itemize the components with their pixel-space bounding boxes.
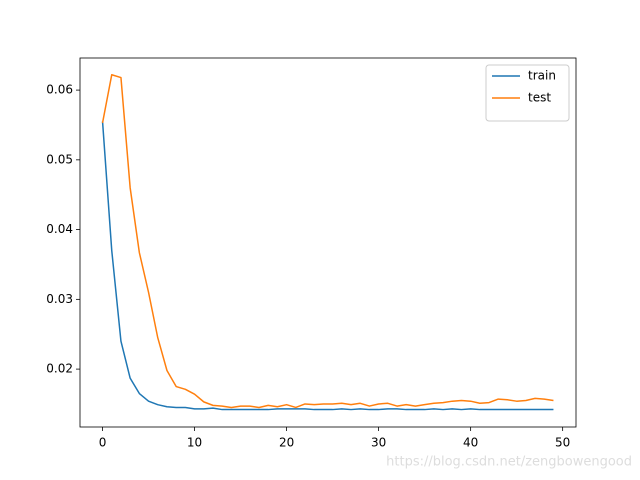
x-tick-label: 30 — [371, 436, 386, 450]
y-tick-label: 0.06 — [46, 83, 73, 97]
line-series — [101, 73, 554, 409]
x-tick-label: 40 — [463, 436, 478, 450]
legend-box — [485, 64, 570, 122]
x-tick-label: 20 — [279, 436, 294, 450]
legend-label: train — [528, 69, 556, 83]
line-series — [101, 121, 554, 411]
x-tick-label: 0 — [99, 436, 107, 450]
x-tick-label: 10 — [187, 436, 202, 450]
y-tick-label: 0.04 — [46, 222, 73, 236]
y-tick-label: 0.03 — [46, 292, 73, 306]
watermark: https://blog.csdn.net/zengbowengood — [386, 455, 632, 470]
plot-frame — [79, 57, 577, 428]
y-tick-label: 0.05 — [46, 152, 73, 166]
y-tick-label: 0.02 — [46, 362, 73, 376]
x-tick-label: 50 — [555, 436, 570, 450]
legend-label: test — [528, 91, 551, 105]
